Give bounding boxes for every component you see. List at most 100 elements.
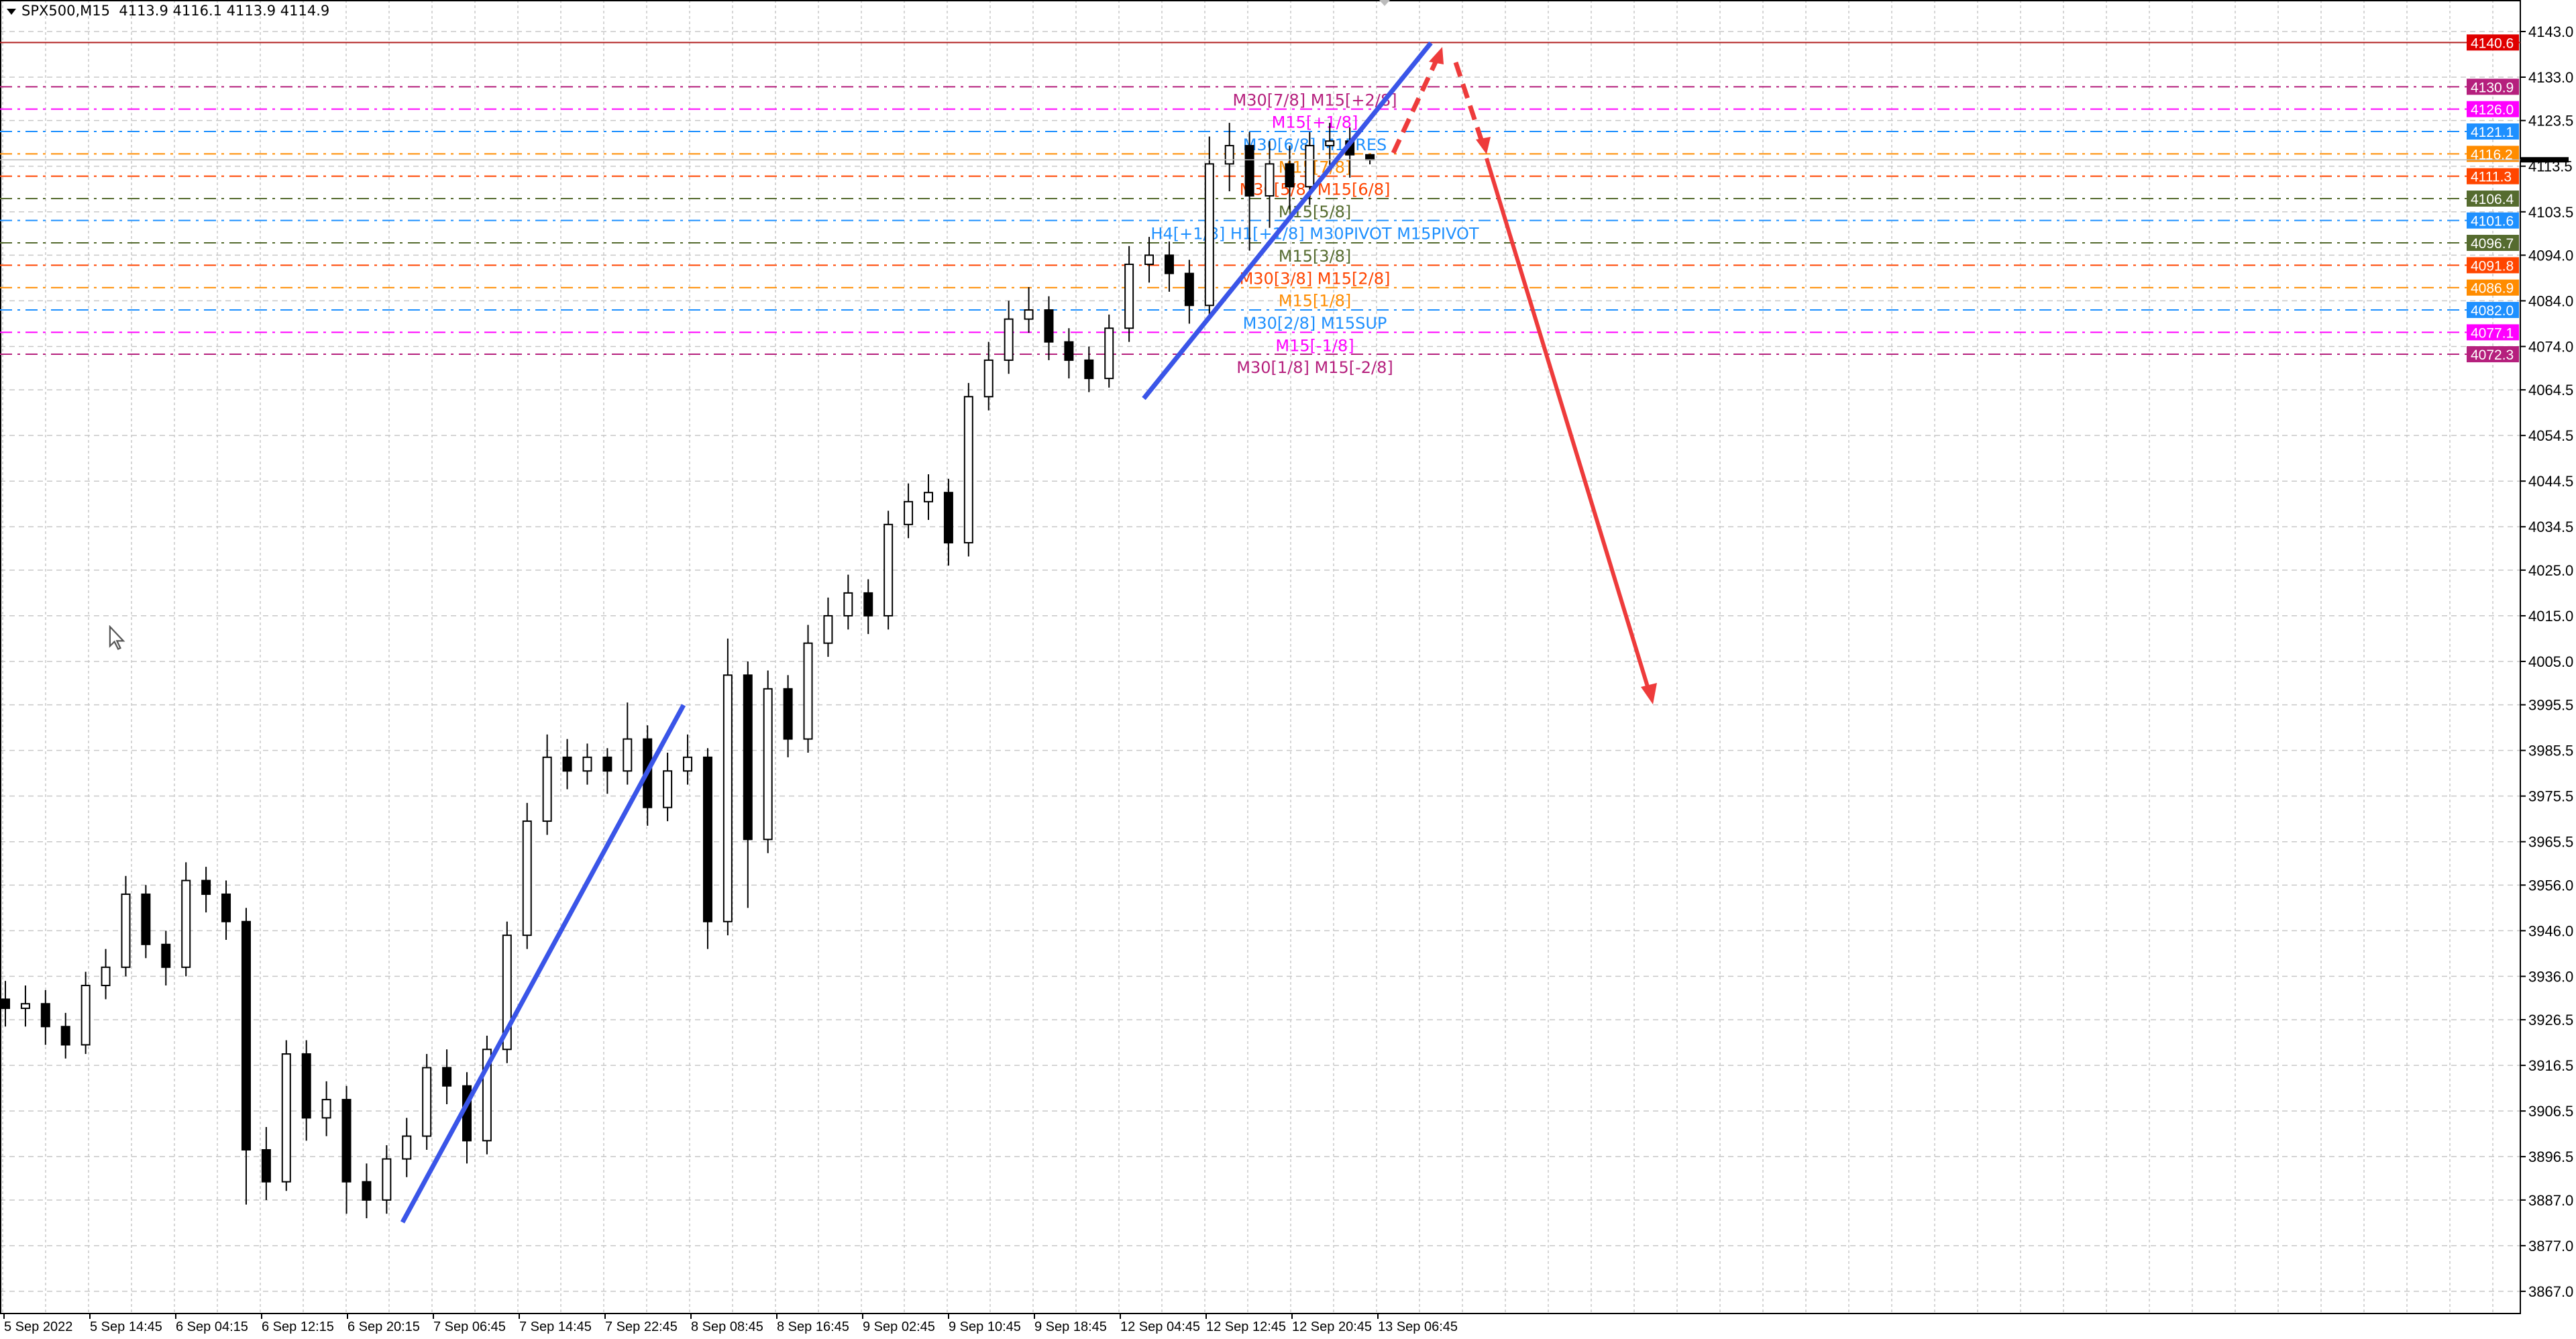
candle-bull xyxy=(924,492,933,502)
level-price-tag xyxy=(2467,78,2519,95)
y-tick-label: 4044.5 xyxy=(2528,473,2573,490)
candle-bear xyxy=(141,893,151,945)
candle-bull xyxy=(1104,327,1114,380)
projection-dashed-up xyxy=(1391,56,1440,154)
x-tick-label: 7 Sep 06:45 xyxy=(433,1320,506,1334)
x-tick-label: 6 Sep 20:15 xyxy=(347,1320,420,1334)
candle-bear xyxy=(60,1026,70,1046)
y-tick-label: 4015.0 xyxy=(2528,608,2573,625)
candle-bull xyxy=(883,523,894,617)
level-price-label: 4111.3 xyxy=(2471,170,2512,185)
x-tick-label: 12 Sep 20:45 xyxy=(1292,1320,1372,1334)
candle-bull xyxy=(181,879,191,968)
y-tick-label: 3867.0 xyxy=(2528,1283,2573,1300)
candle-bear xyxy=(362,1181,372,1201)
candle-bear xyxy=(1365,154,1375,161)
plot-frame xyxy=(0,0,2521,1314)
level-label: M30[1/8] M15[-2/8] xyxy=(1236,358,1393,377)
candle-bear xyxy=(1244,145,1254,197)
candle-bull xyxy=(823,614,833,644)
candle-bull xyxy=(382,1158,392,1201)
price-tag xyxy=(2467,34,2519,51)
y-tick-label: 4074.0 xyxy=(2528,338,2573,355)
level-price-tag xyxy=(2467,123,2519,140)
level-price-label: 4091.8 xyxy=(2471,258,2514,274)
ohlc-readout: 4113.9 4116.1 4113.9 4114.9 xyxy=(119,3,330,19)
candle-bear xyxy=(201,879,211,895)
y-tick-label: 4103.5 xyxy=(2528,204,2573,221)
level-label: M30[6/8] M15RES xyxy=(1243,136,1387,154)
level-price-label: 4126.0 xyxy=(2471,103,2514,118)
y-tick-label: 3995.5 xyxy=(2528,697,2573,714)
candle-bear xyxy=(702,756,712,922)
candle-bull xyxy=(1224,145,1234,165)
level-label: M30[3/8] M15[2/8] xyxy=(1240,269,1391,288)
x-tick-label: 8 Sep 16:45 xyxy=(777,1320,849,1334)
candle-bull xyxy=(1325,140,1335,147)
y-tick-label: 4143.0 xyxy=(2528,23,2573,40)
x-tick-label: 6 Sep 12:15 xyxy=(262,1320,334,1334)
x-tick-label: 13 Sep 06:45 xyxy=(1378,1320,1458,1334)
y-tick-label: 3877.0 xyxy=(2528,1238,2573,1254)
candle-bear xyxy=(40,1003,50,1028)
level-label: H4[+1/8] H1[+1/8] M30PIVOT M15PIVOT xyxy=(1150,225,1479,244)
y-tick-label: 3906.5 xyxy=(2528,1103,2573,1120)
candle-bear xyxy=(161,943,171,968)
candle-bull xyxy=(582,756,592,772)
y-tick-label: 4034.5 xyxy=(2528,519,2573,535)
y-tick-label: 4005.0 xyxy=(2528,653,2573,670)
trendline xyxy=(400,704,686,1224)
candle-bear xyxy=(743,674,753,841)
x-tick-label: 7 Sep 22:45 xyxy=(605,1320,678,1334)
level-price-label: 4086.9 xyxy=(2471,281,2514,297)
candle-bear xyxy=(1164,254,1174,274)
candle-bull xyxy=(542,756,552,822)
y-tick-label: 4133.0 xyxy=(2528,69,2573,86)
candle-bull xyxy=(963,396,973,544)
level-price-tag xyxy=(2467,168,2519,184)
level-label: M15[1/8] xyxy=(1279,292,1352,311)
dropdown-triangle-icon[interactable] xyxy=(7,8,16,15)
y-tick-label: 3916.5 xyxy=(2528,1057,2573,1074)
y-tick-label: 3946.0 xyxy=(2528,922,2573,939)
y-tick-label: 4064.5 xyxy=(2528,382,2573,398)
candle-bear xyxy=(1184,272,1194,307)
projection-dashed-down xyxy=(1453,61,1485,145)
level-price-label: 4077.1 xyxy=(2471,325,2514,341)
candle-bull xyxy=(1004,318,1014,361)
candle-bull xyxy=(20,1003,30,1010)
candle-bear xyxy=(1064,341,1074,361)
level-price-label: 4106.4 xyxy=(2471,192,2514,207)
candle-bull xyxy=(402,1135,412,1160)
candle-bull xyxy=(1305,145,1315,188)
candle-bull xyxy=(80,985,91,1046)
symbol-label: SPX500,M15 xyxy=(21,3,110,19)
candle-bull xyxy=(422,1067,432,1137)
candle-bear xyxy=(1084,359,1094,380)
candle-bull xyxy=(623,738,633,772)
x-tick-label: 9 Sep 18:45 xyxy=(1034,1320,1107,1334)
level-price-label: 4121.1 xyxy=(2471,125,2514,140)
candle-bear xyxy=(301,1053,311,1119)
y-tick-label: 3926.5 xyxy=(2528,1012,2573,1028)
candle-bear xyxy=(341,1099,352,1183)
x-tick-label: 5 Sep 2022 xyxy=(4,1320,72,1334)
price-tag-label: 4140.6 xyxy=(2471,36,2514,51)
y-tick-label: 3887.0 xyxy=(2528,1192,2573,1209)
y-tick-label: 3896.5 xyxy=(2528,1148,2573,1165)
candle-bull xyxy=(522,820,532,936)
candle-bull xyxy=(843,592,853,617)
candle-bull xyxy=(904,500,914,525)
candle-bull xyxy=(1204,163,1214,307)
candle-bull xyxy=(1024,309,1034,320)
level-price-tag xyxy=(2467,212,2519,229)
level-price-tag xyxy=(2467,191,2519,207)
candle-bear xyxy=(442,1067,452,1087)
level-label: M15[+1/8] xyxy=(1272,113,1358,132)
level-price-tag xyxy=(2467,279,2519,296)
candle-bear xyxy=(783,688,793,740)
y-tick-label: 3936.0 xyxy=(2528,968,2573,985)
y-tick-label: 4025.0 xyxy=(2528,562,2573,579)
